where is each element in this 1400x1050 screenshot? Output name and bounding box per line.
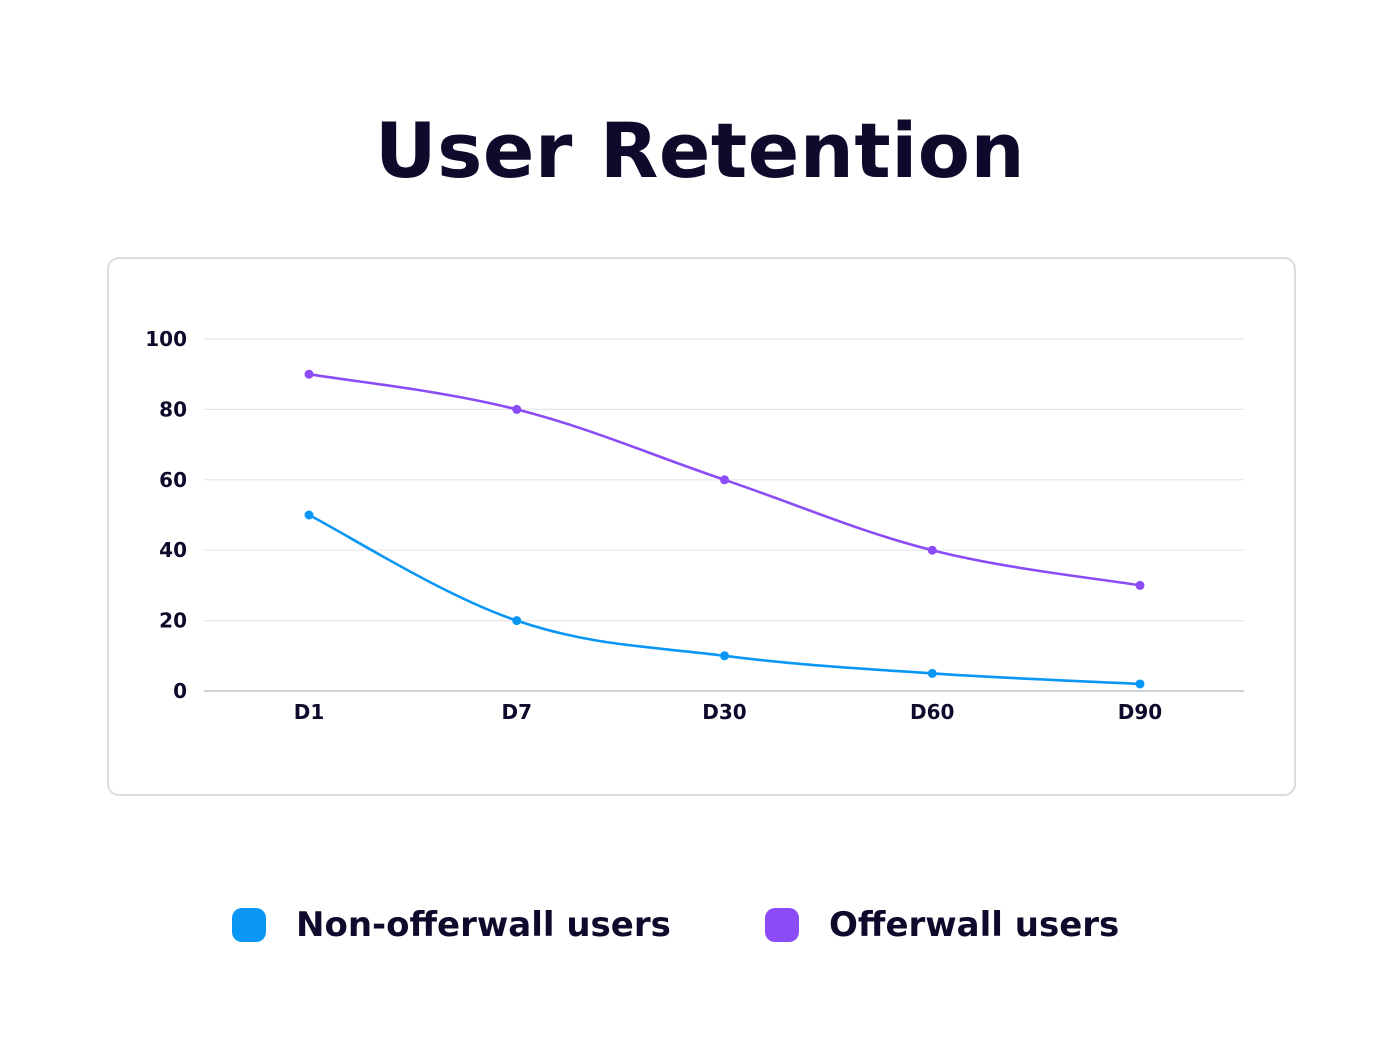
legend-label-non-offerwall: Non-offerwall users (296, 905, 671, 945)
x-tick-label-d7: D7 (501, 700, 532, 724)
y-tick-label-20: 20 (159, 609, 187, 633)
chart-title: User Retention (374, 106, 1026, 195)
legend-label-offerwall: Offerwall users (829, 905, 1120, 945)
legend: Non-offerwall users Offerwall users (0, 890, 1400, 960)
legend-swatch-offerwall (765, 908, 799, 942)
x-tick-label-d60: D60 (910, 700, 954, 724)
legend-swatch-non-offerwall (232, 908, 266, 942)
data-point-0-d7 (512, 616, 522, 626)
data-point-0-d90 (1135, 679, 1145, 689)
x-tick-label-d90: D90 (1118, 700, 1162, 724)
y-tick-label-80: 80 (159, 397, 187, 421)
data-point-1-d90 (1135, 580, 1145, 590)
y-tick-label-60: 60 (159, 468, 187, 492)
legend-item-non-offerwall: Non-offerwall users (232, 890, 671, 960)
y-tick-label-40: 40 (159, 538, 187, 562)
data-point-1-d1 (304, 369, 314, 379)
data-point-1-d30 (720, 475, 729, 485)
data-point-0-d60 (927, 668, 937, 678)
x-tick-label-d1: D1 (294, 700, 325, 724)
y-tick-label-0: 0 (173, 679, 187, 703)
y-tick-label-100: 100 (145, 327, 187, 351)
line-chart: 0 20 40 60 80 100 D1 D7 D30 D60 D90 (145, 327, 1244, 724)
data-point-0-d1 (304, 510, 314, 520)
x-tick-label-d30: D30 (702, 700, 746, 724)
data-point-1-d7 (512, 404, 522, 414)
data-point-1-d60 (927, 545, 937, 555)
legend-item-offerwall: Offerwall users (765, 890, 1119, 960)
chart-card: 0 20 40 60 80 100 D1 D7 D30 D60 D90 (107, 257, 1296, 796)
data-point-0-d30 (720, 651, 729, 661)
